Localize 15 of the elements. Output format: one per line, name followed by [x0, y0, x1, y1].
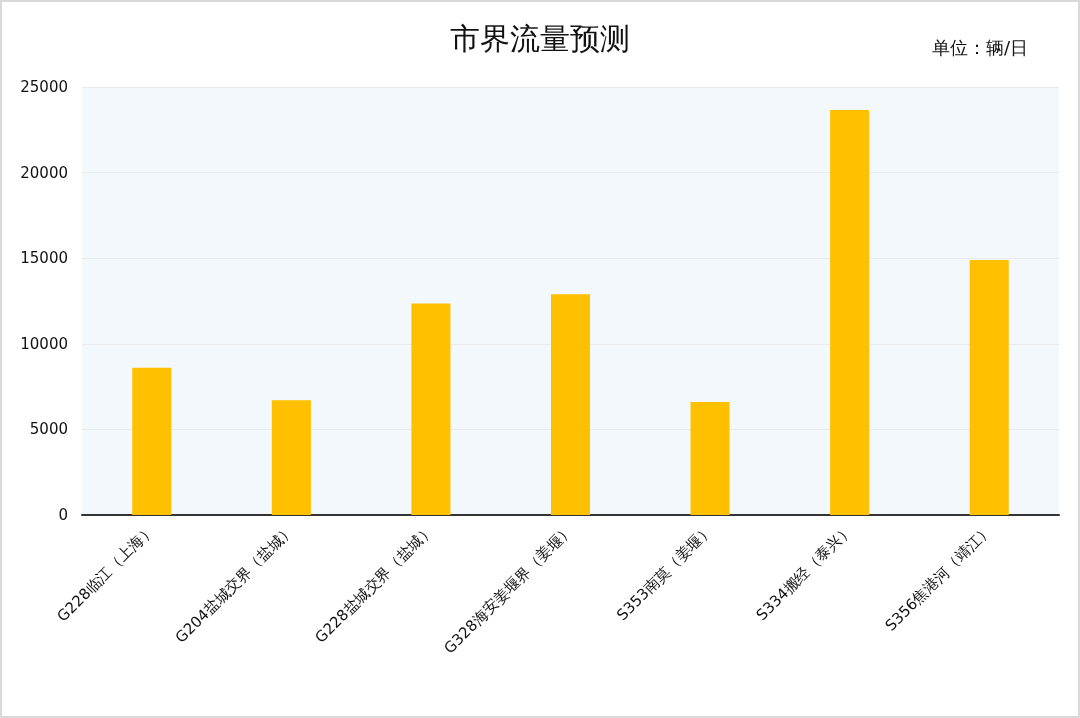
y-tick-label: 20000: [20, 163, 68, 182]
bar: [830, 110, 870, 515]
bar: [271, 400, 311, 515]
text: 单位：辆/日: [931, 36, 1029, 58]
y-tick-label: 25000: [20, 78, 68, 96]
chart-title: 市界流量预测: [450, 20, 630, 56]
y-tick-label: 0: [58, 506, 68, 524]
y-tick-label: 15000: [20, 249, 68, 268]
bar: [969, 259, 1009, 515]
bar: [411, 303, 451, 515]
bar: [690, 402, 730, 515]
y-tick-label: 5000: [29, 420, 68, 439]
bar: [550, 294, 591, 515]
y-tick-label: 10000: [20, 334, 68, 353]
bar: [132, 367, 172, 515]
